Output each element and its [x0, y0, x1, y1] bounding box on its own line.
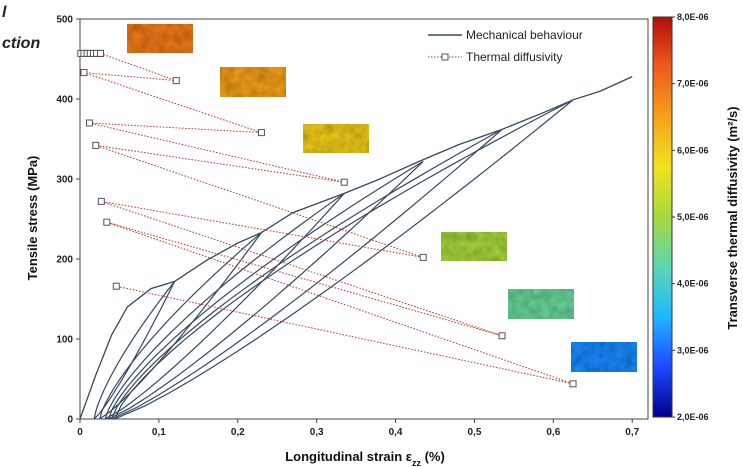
colorbar-label: Transverse thermal diffusivity (m²/s) [725, 106, 740, 329]
reloading-curve-4 [108, 160, 424, 420]
thermal-maps [127, 24, 637, 372]
thermal-map-1 [127, 24, 193, 53]
y-axis-label: Tensile stress (MPa) [25, 156, 40, 281]
x-tick-label: 0,1 [152, 427, 166, 438]
thermal-diffusivity-marker [569, 380, 577, 388]
thermal-diffusivity-marker [103, 218, 111, 226]
colorbar-gradient [652, 16, 673, 418]
colorbar-tick-label: 7,0E-06 [677, 79, 709, 89]
thermal-map-3 [303, 124, 369, 153]
colorbar-tick-label: 8,0E-06 [677, 12, 709, 22]
x-tick-label: 0,3 [310, 427, 324, 438]
unloading-curve-3 [104, 192, 345, 420]
mechanical-loading-curve [79, 76, 633, 420]
unloading-curve-6 [114, 99, 574, 420]
x-tick-label: 0,6 [546, 427, 560, 438]
y-tick-label: 300 [56, 175, 73, 186]
cropped-heading-fragment-1: l [2, 4, 7, 21]
thermal-diffusivity-marker [112, 282, 120, 290]
thermal-diffusivity-marker [97, 49, 105, 57]
x-tick-label: 0,4 [389, 427, 403, 438]
colorbar-tick-label: 6,0E-06 [677, 145, 709, 155]
x-tick-label: 0 [77, 427, 83, 438]
thermal-map-6 [571, 342, 637, 372]
thermal-map-5 [508, 289, 574, 319]
y-tick-label: 100 [56, 335, 73, 346]
y-tick-label: 200 [56, 255, 73, 266]
y-tick-label: 500 [56, 15, 73, 26]
legend-thermal-marker [441, 53, 449, 61]
thermal-map-2 [220, 67, 286, 97]
thermal-diffusivity-marker [172, 77, 180, 85]
reloading-curve-5 [111, 128, 503, 420]
thermal-diffusivity-marker [419, 253, 427, 261]
unloading-curve-5 [111, 128, 503, 420]
reloading-curve-6 [114, 99, 574, 420]
reloading-curve-1 [93, 281, 176, 420]
plot-area [79, 18, 649, 420]
x-axis-label: Longitudinal strain εzz (%) [285, 449, 445, 467]
legend: Mechanical behaviour Thermal diffusivity [428, 28, 583, 64]
thermal-diffusivity-marker [498, 332, 506, 340]
colorbar-tick-label: 5,0E-06 [677, 212, 709, 222]
mechanical-behaviour-series [79, 76, 633, 420]
x-tick-label: 0,2 [231, 427, 245, 438]
colorbar-tick-label: 2,0E-06 [677, 412, 709, 422]
thermal-diffusivity-marker [85, 119, 93, 127]
legend-thermal-label: Thermal diffusivity [466, 50, 562, 64]
thermal-diffusivity-marker [92, 141, 100, 149]
thermal-diffusivity-marker [257, 129, 265, 137]
thermal-diffusivity-marker [80, 69, 88, 77]
y-tick-label: 400 [56, 95, 73, 106]
thermal-diffusivity-marker [97, 197, 105, 205]
legend-mechanical-label: Mechanical behaviour [466, 28, 583, 42]
x-tick-label: 0,7 [625, 427, 639, 438]
colorbar-tick-label: 4,0E-06 [677, 279, 709, 289]
unloading-curve-1 [93, 281, 176, 420]
reloading-curve-3 [104, 192, 345, 420]
thermal-map-4 [441, 232, 507, 261]
x-tick-label: 0,5 [467, 427, 481, 438]
thermal-diffusivity-series [77, 49, 577, 388]
cropped-heading-fragment-2: ction [2, 35, 41, 52]
thermal-diffusivity-marker [340, 178, 348, 186]
unloading-curve-4 [107, 160, 424, 420]
colorbar: 2,0E-06 3,0E-06 4,0E-06 5,0E-06 6,0E-06 7,0E-… [652, 12, 709, 422]
axes: 0 100 200 300 400 500 0 0,1 0,2 0,3 0,4 0,5 0,6 0,7 [56, 15, 649, 438]
y-tick-label: 0 [67, 415, 73, 426]
colorbar-tick-label: 3,0E-06 [677, 345, 709, 355]
